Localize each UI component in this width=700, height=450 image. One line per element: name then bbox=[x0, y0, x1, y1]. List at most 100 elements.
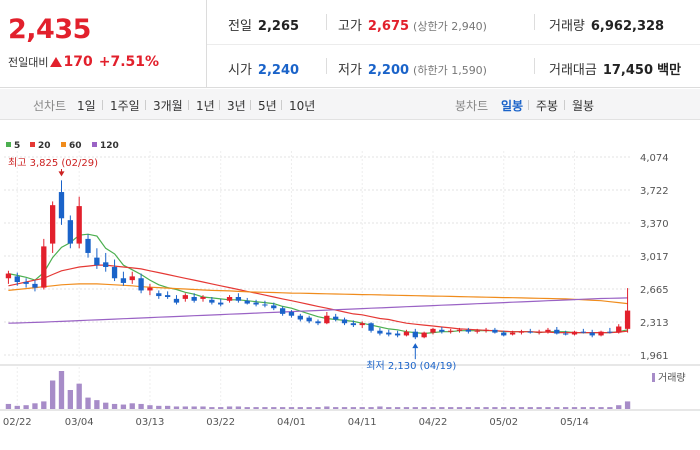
volume-bar bbox=[350, 407, 357, 409]
candle bbox=[563, 330, 569, 336]
y-tick-label: 2,313 bbox=[640, 318, 669, 329]
volume-bar bbox=[94, 400, 100, 409]
volume-bar bbox=[580, 407, 587, 409]
candle-body bbox=[244, 300, 250, 304]
period-3m-button[interactable]: 3개월 bbox=[153, 99, 183, 113]
volume-bar bbox=[253, 407, 259, 409]
volume-bar bbox=[76, 383, 82, 409]
candle-body bbox=[403, 331, 410, 336]
volume-bar bbox=[209, 407, 215, 409]
candle bbox=[23, 278, 29, 288]
volume-bar bbox=[465, 407, 472, 409]
candle-body bbox=[624, 310, 631, 329]
low-stat: 저가 2,200 (하한가 1,590) bbox=[338, 59, 487, 78]
weekly-candle-button[interactable]: 주봉 bbox=[536, 99, 559, 113]
volume-bar bbox=[306, 407, 312, 409]
candle bbox=[439, 326, 445, 334]
candle bbox=[288, 310, 295, 318]
period-5y-button[interactable]: 5년 bbox=[258, 99, 277, 113]
candle bbox=[14, 272, 20, 286]
period-1d-button[interactable]: 1일 bbox=[77, 99, 96, 113]
candle bbox=[218, 298, 224, 307]
ma-120-line bbox=[8, 297, 628, 324]
volume-bar bbox=[324, 406, 330, 409]
candle bbox=[49, 201, 56, 253]
volume-bar bbox=[554, 407, 560, 409]
monthly-candle-button[interactable]: 월봉 bbox=[572, 99, 595, 113]
chart-toolbar: 선차트 1일 1주일 3개월 1년 3년 5년 10년 봉차트 일봉 주봉 월봉 bbox=[0, 89, 700, 120]
volume-bar bbox=[509, 407, 516, 409]
period-1y-button[interactable]: 1년 bbox=[196, 99, 215, 113]
candle bbox=[191, 293, 197, 303]
candle-body bbox=[616, 326, 622, 333]
daily-candle-button[interactable]: 일봉 bbox=[501, 99, 524, 113]
period-3y-button[interactable]: 3년 bbox=[227, 99, 246, 113]
lower-limit: (하한가 1,590) bbox=[413, 64, 487, 77]
open-stat: 시가 2,240 bbox=[228, 59, 299, 78]
candle-body bbox=[182, 295, 188, 299]
candle bbox=[85, 234, 91, 258]
candle-body bbox=[554, 329, 560, 334]
candle-body bbox=[563, 333, 569, 335]
y-tick-label: 4,074 bbox=[640, 153, 669, 164]
volume-bar bbox=[430, 407, 436, 409]
candle-body bbox=[456, 329, 463, 331]
volume-bar bbox=[111, 403, 118, 409]
candle bbox=[580, 328, 587, 334]
low-annotation: 최저 2,130 (04/19) bbox=[366, 360, 456, 372]
y-tick-label: 1,961 bbox=[640, 351, 669, 362]
candle-body bbox=[200, 296, 206, 299]
volume-bar bbox=[85, 397, 91, 409]
candle-body bbox=[164, 295, 171, 297]
volume-bar bbox=[598, 407, 604, 409]
volume-bar bbox=[41, 401, 47, 409]
volume-bar bbox=[182, 406, 188, 409]
high-label: 고가 bbox=[338, 19, 362, 34]
volume-bar bbox=[147, 405, 153, 409]
x-tick-label: 03/04 bbox=[65, 417, 94, 428]
volume-bar bbox=[359, 407, 365, 409]
candle-body bbox=[341, 319, 348, 324]
line-chart-label: 선차트 bbox=[33, 99, 67, 113]
candle bbox=[120, 271, 127, 286]
volume-bar bbox=[218, 407, 224, 409]
open-value: 2,240 bbox=[257, 63, 300, 78]
price-summary: 2,435 전일대비 170 +7.51% 전일 2,265 고가 2,675 (상한가 … bbox=[0, 0, 700, 88]
candle-body bbox=[120, 278, 127, 283]
candle bbox=[377, 327, 383, 336]
candle bbox=[111, 259, 118, 282]
volume-bar bbox=[563, 407, 569, 409]
volume-bar bbox=[200, 406, 206, 409]
volume-bar bbox=[439, 407, 445, 409]
volume-bar bbox=[412, 407, 418, 409]
current-price: 2,435 bbox=[8, 14, 91, 45]
change-rate: +7.51% bbox=[98, 54, 160, 70]
candle-body bbox=[262, 304, 268, 306]
candle bbox=[554, 326, 560, 335]
candle bbox=[545, 327, 551, 334]
price-chart[interactable]: 거래량 5 20 60 120 4,074 3,722 3,370 3,017 2,665 2,3… bbox=[0, 121, 700, 450]
candle bbox=[394, 330, 401, 338]
candle bbox=[235, 293, 242, 303]
candle-body bbox=[501, 332, 507, 336]
candle bbox=[58, 180, 65, 225]
candle bbox=[509, 330, 516, 336]
y-tick-label: 3,017 bbox=[640, 252, 669, 263]
y-tick-label: 3,722 bbox=[640, 186, 669, 197]
upper-limit: (상한가 2,940) bbox=[413, 20, 487, 33]
x-tick-label: 05/02 bbox=[489, 417, 518, 428]
candle bbox=[209, 296, 215, 305]
volume-bar bbox=[67, 390, 73, 409]
period-10y-button[interactable]: 10년 bbox=[289, 99, 316, 113]
candle bbox=[536, 329, 542, 335]
volume-bar bbox=[103, 402, 109, 409]
candle-body bbox=[226, 296, 233, 301]
candle bbox=[421, 331, 427, 339]
y-tick-label: 3,370 bbox=[640, 219, 669, 230]
candle bbox=[607, 327, 613, 334]
period-1w-button[interactable]: 1주일 bbox=[110, 99, 140, 113]
candle-body bbox=[527, 331, 533, 333]
candle-body bbox=[138, 278, 144, 291]
chart-legend: 거래량 5 20 60 120 bbox=[6, 141, 686, 384]
candle-body bbox=[545, 329, 551, 332]
